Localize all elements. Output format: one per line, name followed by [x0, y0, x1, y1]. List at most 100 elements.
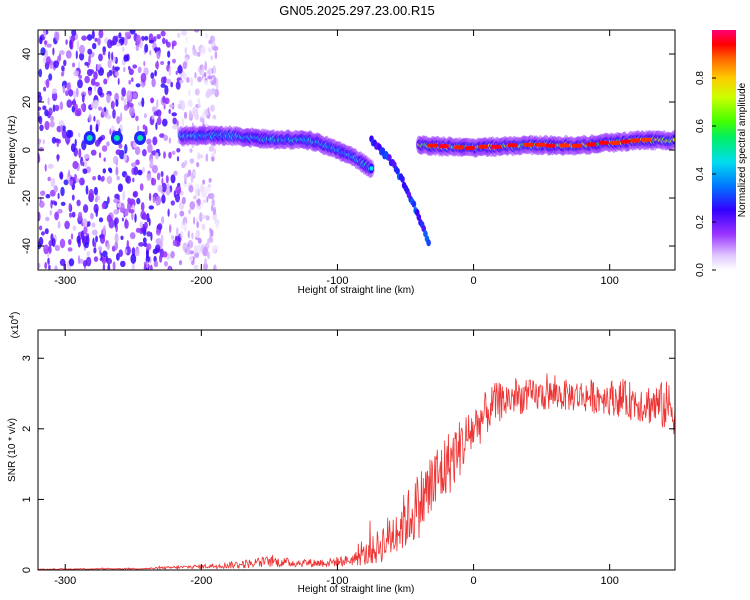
spectrogram-noise-cell: [153, 47, 160, 52]
snr-x-ticks: -300 -200 -100 0 100: [54, 330, 619, 587]
colorbar-label: Normalized spectral amplitude: [737, 82, 748, 217]
spectrogram-noise-cell: [199, 212, 203, 223]
spectrogram-noise-cell: [176, 227, 179, 237]
spectrogram-noise-cell: [146, 138, 152, 145]
spectrogram-peak-cell: [427, 143, 438, 148]
spectrogram-noise-cell: [120, 235, 124, 240]
spectrogram-noise-cell: [65, 39, 68, 45]
spectrogram-noise-cell: [124, 248, 128, 254]
spectrogram-noise-cell: [210, 55, 214, 61]
spectrogram-noise-cell: [67, 247, 73, 252]
spectrogram-noise-cell: [39, 124, 44, 132]
spectrogram-noise-cell: [53, 60, 59, 69]
spectrogram-noise-cell: [208, 39, 213, 45]
spectrogram-noise-cell: [146, 231, 152, 237]
spectrogram-track-core: [672, 137, 675, 143]
spectrogram-noise-cell: [134, 248, 140, 257]
spectrogram-noise-cell: [168, 108, 171, 114]
spectrogram-noise-cell: [44, 40, 48, 45]
spectrogram-noise-cell: [162, 37, 166, 45]
spectrogram-noise-cell: [188, 110, 192, 119]
spectrogram-noise-cell: [214, 51, 218, 60]
spectrogram-noise-cell: [86, 34, 93, 41]
colorbar-tick-label: 0.6: [695, 119, 706, 133]
spectrogram-noise-cell: [197, 237, 202, 244]
spectrogram-noise-cell: [66, 129, 72, 138]
spectrogram-noise-cell: [171, 43, 174, 50]
spectrogram-noise-cell: [209, 192, 215, 200]
spectrogram-noise-cell: [124, 143, 128, 154]
spectrogram-peak-cell: [610, 140, 621, 145]
spectrogram-noise-cell: [72, 225, 77, 232]
spectrogram-noise-cell: [88, 188, 94, 199]
spectrogram-noise-cell: [176, 148, 181, 153]
spectrogram-noise-cell: [144, 43, 149, 53]
spectrogram-noise-cell: [124, 31, 131, 37]
spectrogram-noise-cell: [160, 234, 164, 243]
spectrogram-noise-cell: [46, 56, 51, 65]
spectrogram-noise-cell: [121, 217, 124, 222]
spectrogram-noise-cell: [172, 239, 178, 247]
spectrogram-peak-cell: [586, 142, 597, 147]
spectrogram-noise-cell: [106, 93, 111, 104]
spectrogram-noise-cell: [78, 148, 82, 159]
spectrogram-noise-cell: [128, 79, 131, 85]
spectrogram-noise-cell: [93, 186, 98, 196]
spectrogram-blob-core: [137, 135, 144, 141]
spectrogram-noise-cell: [51, 200, 57, 205]
spectrogram-noise-cell: [148, 205, 154, 210]
spectrogram-noise-cell: [142, 237, 147, 244]
spectrogram-noise-cell: [153, 36, 157, 42]
x-tick-label: -200: [190, 275, 212, 287]
spectrogram-noise-cell: [179, 210, 185, 217]
spectrogram-noise-cell: [101, 202, 106, 210]
spectrogram-noise-cell: [69, 39, 73, 50]
spectrogram-noise-cell: [103, 157, 106, 162]
spectrogram-peak-cell: [491, 144, 502, 149]
spectrogram-noise-cell: [137, 66, 142, 74]
spectrogram-noise-cell: [207, 251, 210, 260]
spectrogram-noise-cell: [93, 71, 98, 80]
spectrogram-noise-cell: [205, 153, 209, 162]
spectrogram-noise-cell: [175, 70, 178, 75]
spectrogram-noise-cell: [39, 36, 43, 45]
spectrogram-noise-cell: [43, 244, 49, 249]
spectrogram-noise-cell: [48, 264, 51, 270]
spectrogram-noise-cell: [117, 202, 122, 208]
spectrogram-noise-cell: [185, 36, 189, 43]
spectrogram-noise-cell: [38, 262, 41, 269]
spectrogram-noise-cell: [98, 53, 103, 62]
spectrogram-noise-cell: [152, 196, 156, 203]
spectrogram-noise-cell: [102, 250, 108, 258]
snr-frame: [37, 329, 676, 571]
spectrogram-noise-cell: [38, 142, 41, 148]
spectrogram-noise-cell: [160, 30, 166, 37]
spectrogram-noise-cell: [197, 204, 202, 210]
spectrogram-noise-cell: [88, 114, 92, 123]
spectrogram-noise-cell: [132, 92, 138, 99]
spectrogram-noise-cell: [181, 118, 185, 128]
spectrogram-noise-cell: [47, 163, 54, 169]
spectrogram-noise-cell: [112, 65, 115, 75]
spectrogram-noise-cell: [159, 133, 165, 139]
spectrogram-noise-cell: [93, 115, 96, 122]
spectrogram-noise-cell: [172, 117, 177, 125]
spectrogram-noise-cell: [128, 209, 135, 214]
spectrogram-noise-cell: [148, 192, 152, 201]
spectrogram-noise-cell: [193, 216, 196, 225]
spectrogram-noise-cell: [81, 35, 87, 41]
spectrogram-noise-cell: [93, 203, 99, 214]
spectrogram-noise-cell: [175, 185, 182, 195]
spectrogram-noise-cell: [160, 83, 166, 88]
spectrogram-noise-cell: [205, 215, 210, 221]
spectrogram-noise-cell: [184, 222, 187, 231]
spectrogram-noise-cell: [157, 223, 163, 231]
spectrogram-noise-cell: [111, 51, 114, 61]
spectrogram-noise-cell: [62, 84, 66, 94]
spectrogram-noise-cell: [155, 61, 159, 69]
spectrogram-noise-cell: [82, 218, 88, 228]
spectrogram-noise-cell: [86, 250, 90, 257]
spectrogram-noise-cell: [201, 223, 206, 231]
